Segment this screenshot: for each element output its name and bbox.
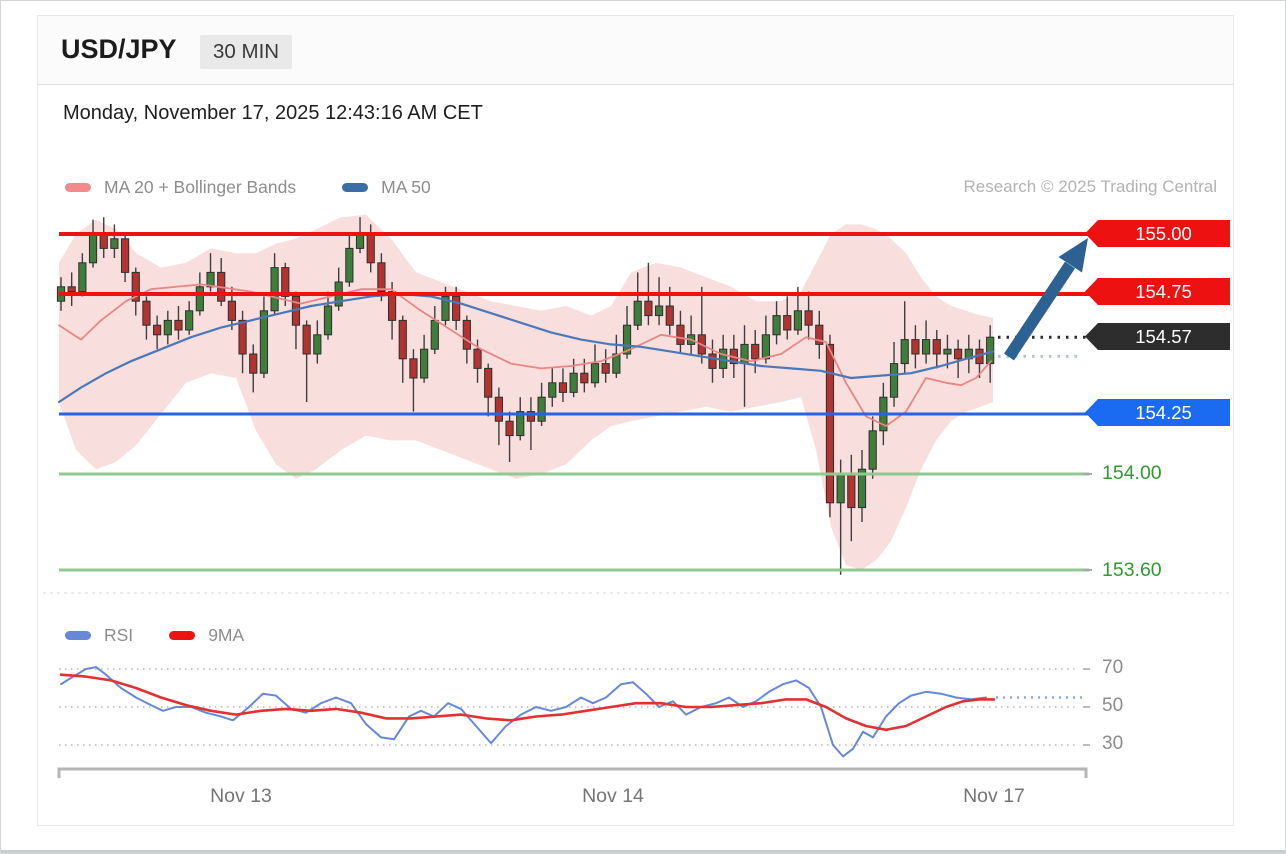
legend-item-ma20-bollinger: MA 20 + Bollinger Bands [65, 177, 296, 198]
x-axis-label-nov17: Nov 17 [963, 785, 1025, 807]
legend-label-9ma: 9MA [208, 625, 245, 645]
legend-label-ma20-bollinger: MA 20 + Bollinger Bands [104, 177, 297, 197]
support-label-153-60: 153.60 [1102, 559, 1162, 581]
x-axis-label-nov13: Nov 13 [210, 785, 272, 807]
rsi-swatch-icon [65, 631, 91, 640]
resistance-badge-155-00: 155.00 [1085, 220, 1230, 247]
copyright-text: Research © 2025 Trading Central [963, 177, 1218, 196]
rsi-scale-50: 50 [1102, 695, 1124, 716]
timeframe-badge: 30 MIN [200, 35, 293, 69]
chart-card [37, 15, 1234, 826]
ma20-bollinger-swatch-icon [65, 183, 91, 192]
rsi-legend: RSI 9MA [65, 625, 244, 646]
9ma-swatch-icon [169, 631, 196, 640]
last-price-badge-154-57: 154.57 [1085, 323, 1230, 350]
legend-label-ma50: MA 50 [381, 177, 431, 197]
page-bottom-border [1, 850, 1285, 853]
timestamp: Monday, November 17, 2025 12:43:16 AM CE… [63, 102, 483, 124]
ma50-swatch-icon [342, 183, 369, 192]
symbol-title: USD/JPY [61, 34, 177, 64]
legend-item-rsi: RSI [65, 625, 133, 646]
rsi-scale-30: 30 [1102, 733, 1124, 754]
x-axis-label-nov14: Nov 14 [582, 785, 644, 807]
support-label-154-00: 154.00 [1102, 462, 1162, 484]
legend-item-ma50: MA 50 [342, 177, 431, 198]
rsi-scale-70: 70 [1102, 657, 1124, 678]
pivot-badge-154-25: 154.25 [1085, 399, 1230, 426]
main-legend: MA 20 + Bollinger Bands MA 50 [65, 177, 431, 198]
legend-item-9ma: 9MA [169, 625, 244, 646]
resistance-badge-154-75: 154.75 [1085, 278, 1230, 305]
legend-label-rsi: RSI [104, 625, 134, 645]
